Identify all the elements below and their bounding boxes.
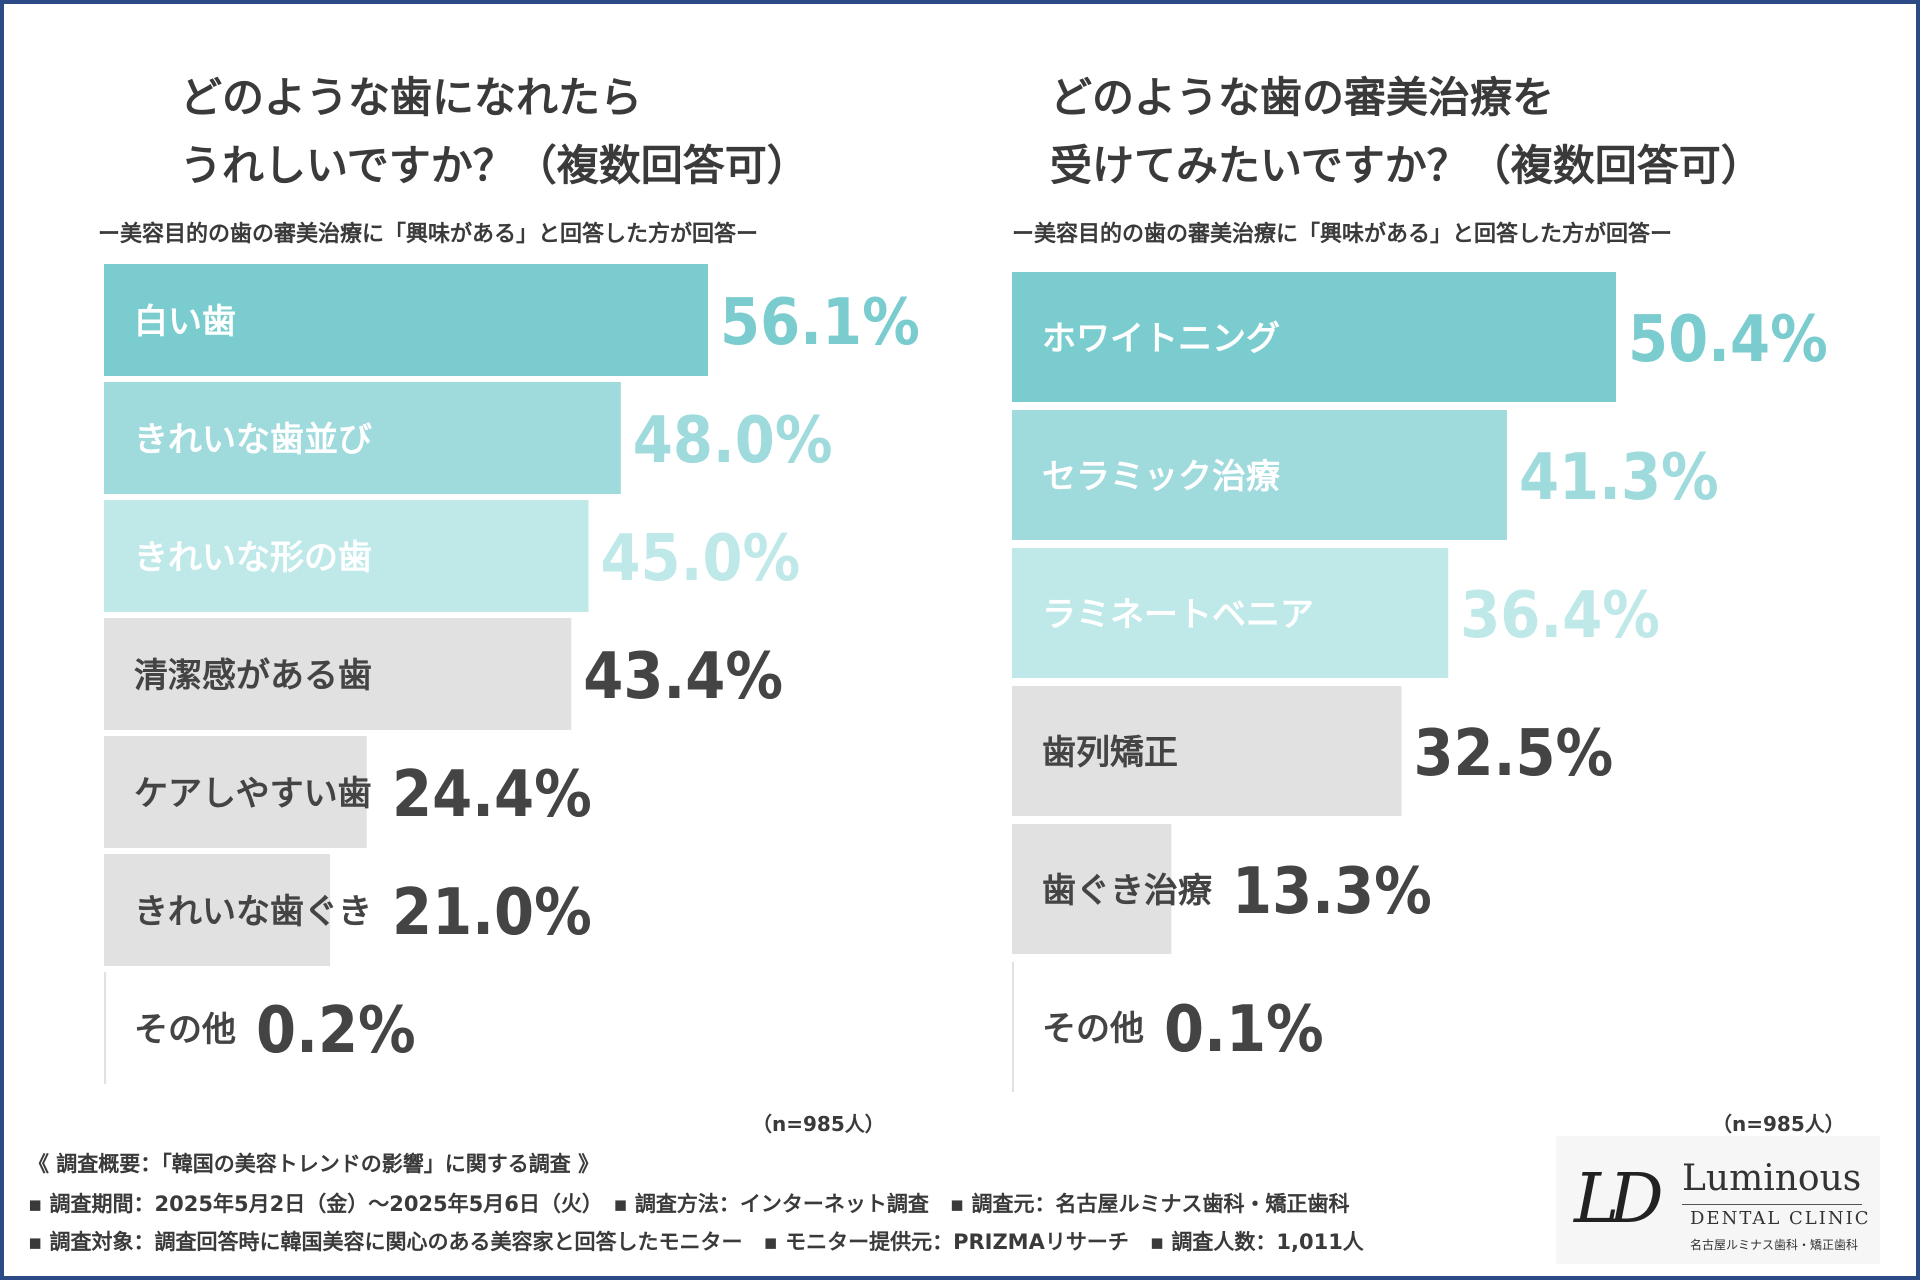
bar-label-2: きれいな歯並び [134,420,372,460]
left-chart-title-line2: うれしいですか？（複数回答可） [180,141,809,190]
bar-6 [1012,962,1014,1092]
bar-4 [104,618,572,730]
left-sample-size: （n=985人） [752,1112,885,1136]
left-bar-chart: 白い歯 56.1% きれいな歯並び 48.0% きれいな形の歯 45.0% 清潔感がある歯 4… [104,264,920,1084]
right-chart-title-line1: どのような歯の審美治療を [1050,73,1555,122]
bar-value-1: 50.4% [1628,303,1828,377]
bar-3 [1012,548,1449,678]
survey-overview-title: 《 調査概要：「韓国の美容トレンドの影響」に関する調査 》 [28,1152,600,1176]
bar-4 [1012,686,1402,816]
bar-6 [104,854,331,966]
right-bar-chart: ホワイトニング 50.4% セラミック治療 41.3% ラミネートベニア 36.4% 歯列矯… [1012,272,1828,1092]
right-chart-subtitle: ー美容目的の歯の審美治療に「興味がある」と回答した方が回答ー [1012,222,1673,247]
bar-2 [104,382,621,494]
survey-overview-details: ▪ 調査期間：2025年5月2日（金）～2025年5月6日（火） ▪ 調査方法：… [28,1192,1350,1216]
left-chart-title-line1: どのような歯になれたら [180,73,643,122]
right-chart-title-line2: 受けてみたいですか？（複数回答可） [1050,141,1763,190]
bar-value-5: 13.3% [1232,855,1432,929]
bar-label-6: きれいな歯ぐき [134,892,372,932]
bar-label-4: 歯列矯正 [1042,733,1178,773]
bar-value-1: 56.1% [720,286,920,360]
bar-value-2: 48.0% [633,404,833,478]
bar-value-4: 32.5% [1413,717,1613,791]
bar-5 [104,736,367,848]
right-sample-size: （n=985人） [1712,1112,1845,1136]
logo-divider [1682,1204,1862,1205]
bar-label-3: きれいな形の歯 [134,538,372,578]
logo-tagline: DENTAL CLINIC [1690,1208,1871,1229]
bar-value-2: 41.3% [1519,441,1719,515]
bar-value-3: 45.0% [600,522,800,596]
bar-value-4: 43.4% [583,640,783,714]
clinic-logo: LD Luminous DENTAL CLINIC 名古屋ルミナス歯科・矯正歯科 [1556,1136,1880,1264]
bar-value-3: 36.4% [1460,579,1660,653]
bar-3 [104,500,589,612]
bar-7 [104,972,107,1084]
bar-1 [1012,272,1616,402]
bar-label-2: セラミック治療 [1042,457,1281,497]
bar-1 [104,264,708,376]
logo-name: Luminous [1682,1158,1862,1199]
bar-value-5: 24.4% [392,758,592,832]
bar-value-6: 0.1% [1164,993,1324,1067]
bar-label-3: ラミネートベニア [1042,595,1314,635]
bar-label-6: その他 [1042,1009,1144,1049]
bar-value-7: 0.2% [256,994,416,1068]
bar-5 [1012,824,1172,954]
bar-label-4: 清潔感がある歯 [134,656,372,696]
bar-label-7: その他 [134,1010,236,1050]
survey-overview-target: ▪ 調査対象：調査回答時に韓国美容に関心のある美容家と回答したモニター ▪ モニ… [28,1230,1364,1254]
left-chart-subtitle: ー美容目的の歯の審美治療に「興味がある」と回答した方が回答ー [98,222,759,247]
bar-2 [1012,410,1507,540]
bar-label-1: 白い歯 [134,302,236,342]
bar-label-1: ホワイトニング [1042,319,1280,359]
bar-label-5: 歯ぐき治療 [1042,871,1213,911]
bar-value-6: 21.0% [392,876,592,950]
logo-mark: LD [1574,1160,1664,1239]
logo-clinic-name: 名古屋ルミナス歯科・矯正歯科 [1690,1238,1859,1252]
bar-label-5: ケアしやすい歯 [134,774,372,814]
